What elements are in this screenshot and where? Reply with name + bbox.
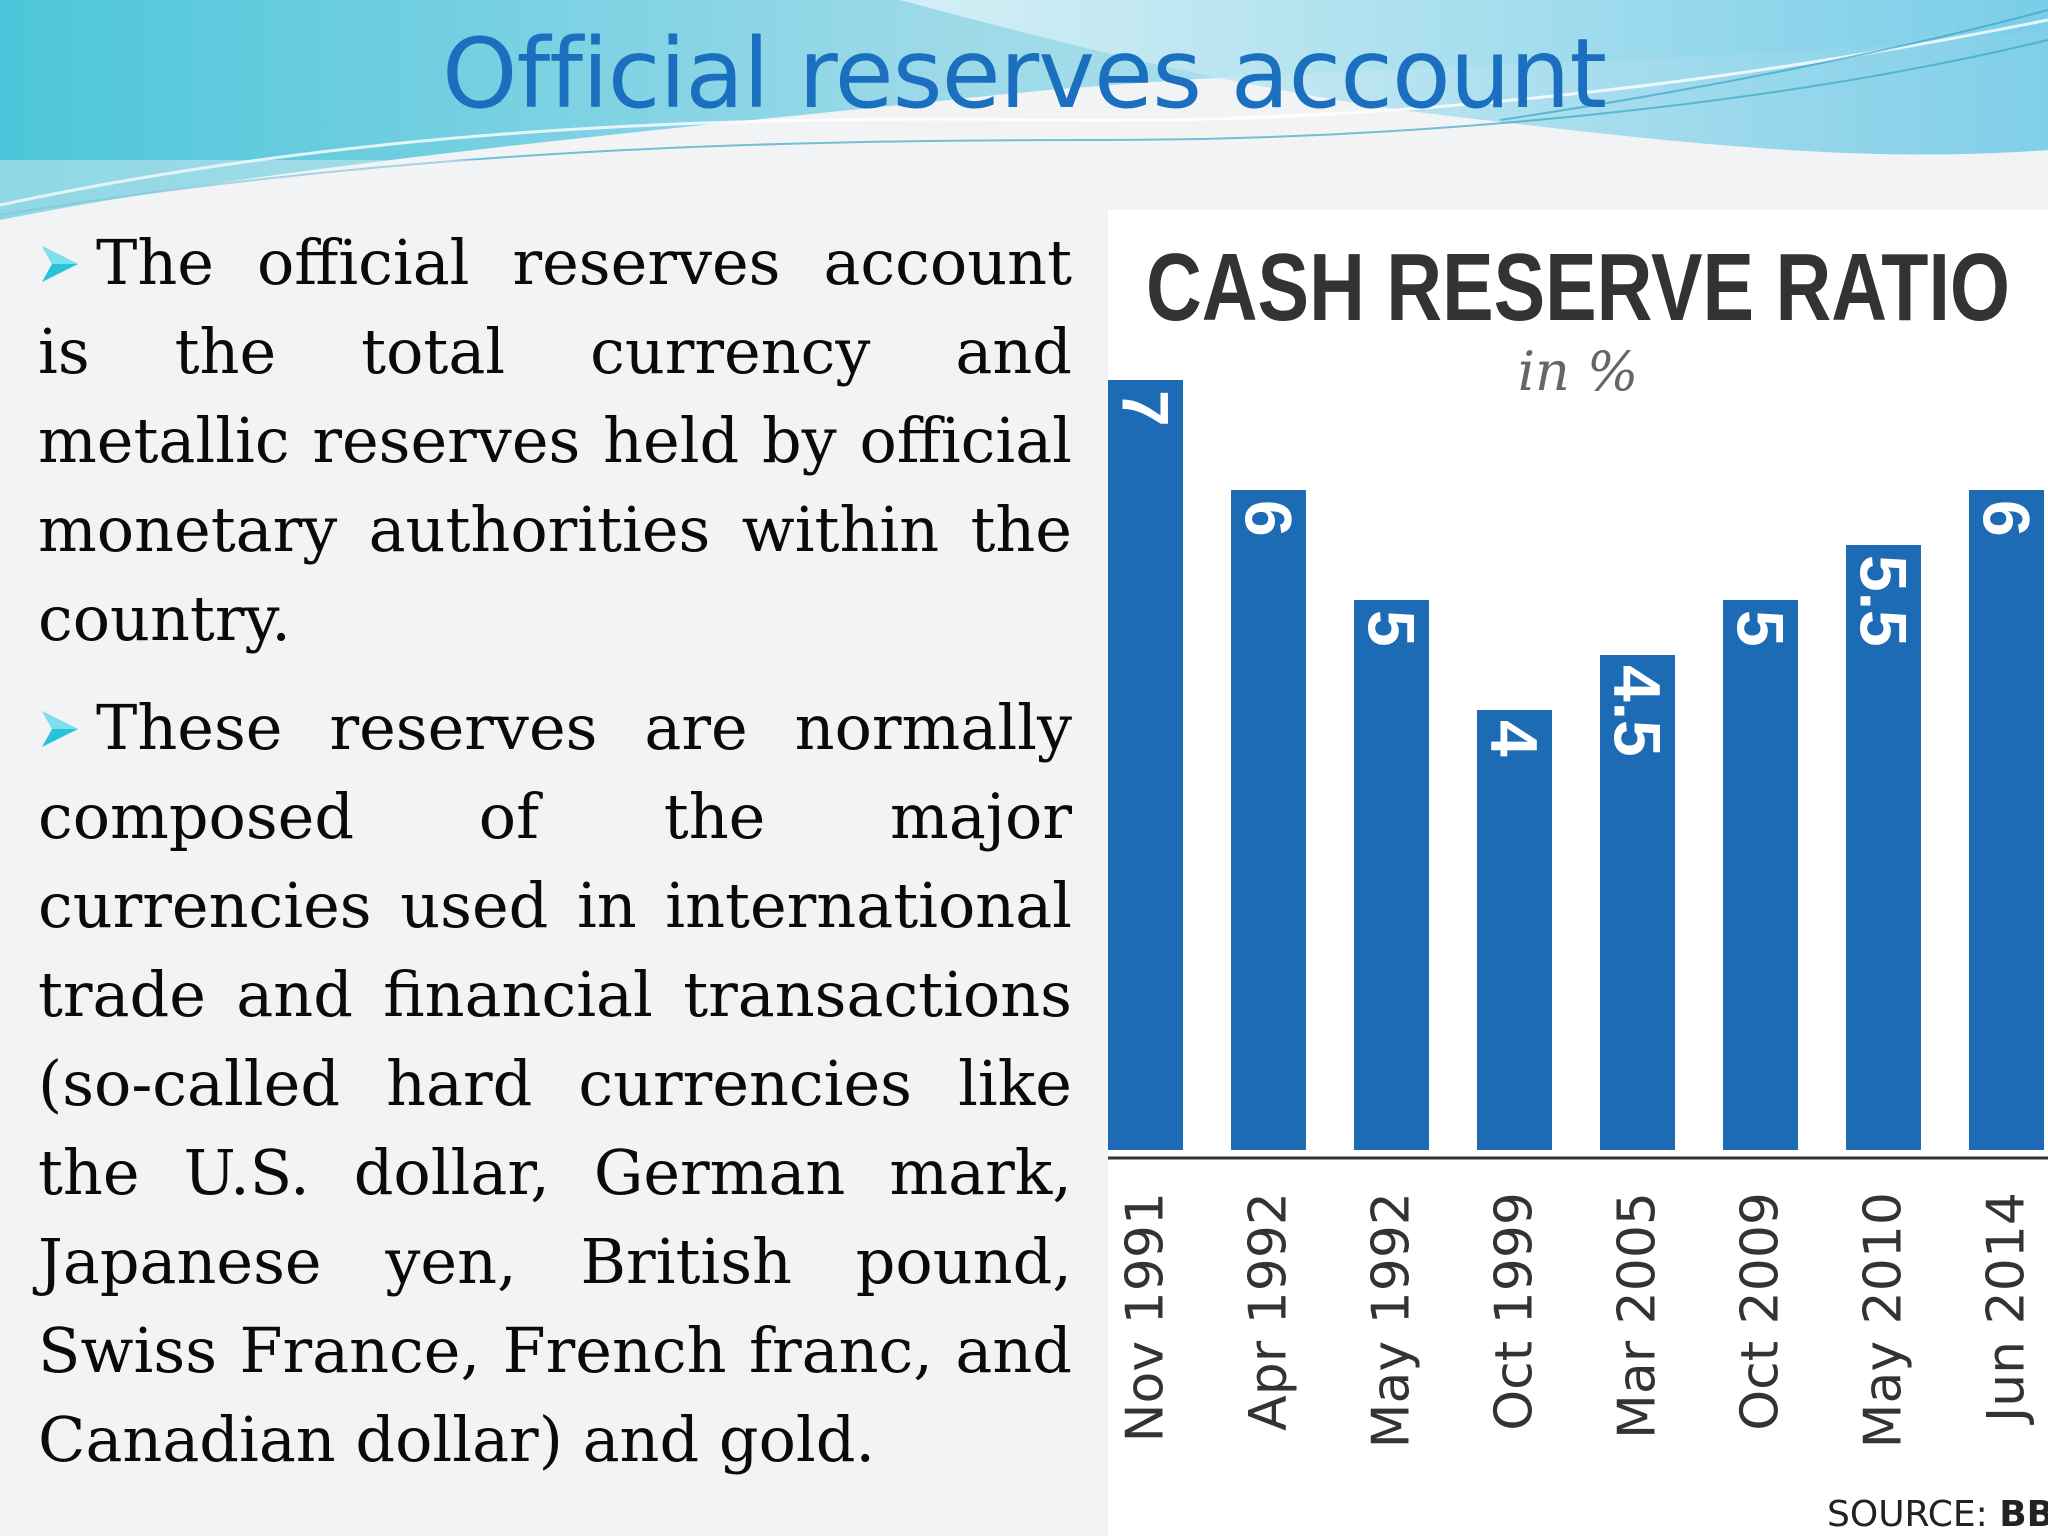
wave-header-background (0, 0, 2048, 240)
cash-reserve-ratio-chart: CASH RESERVE RATIO in % 7 6 5 4 4.5 5 5.5 6 Nov… (1108, 210, 2048, 1536)
bar (1354, 600, 1429, 1150)
bullet-list: The official reserves account is the tot… (38, 218, 1072, 1504)
bullet-text: These reserves are normally composed of … (38, 691, 1072, 1476)
bar-value-label: 4 (1478, 720, 1552, 757)
bar-value-label: 5 (1355, 610, 1429, 647)
bar-value-label: 7 (1109, 390, 1183, 427)
bar (1600, 655, 1675, 1150)
bar (1969, 490, 2044, 1150)
arrow-bullet-icon (42, 245, 78, 282)
x-tick-label: May 1992 (1362, 1192, 1422, 1448)
x-tick-label: May 2010 (1854, 1192, 1914, 1448)
chart-image: CASH RESERVE RATIO in % 7 6 5 4 4.5 5 5.5 6 Nov… (1108, 210, 2048, 1536)
x-tick-label: Nov 1991 (1116, 1192, 1176, 1442)
bullet-item: These reserves are normally composed of … (38, 683, 1072, 1484)
x-tick-label: Mar 2005 (1608, 1192, 1668, 1439)
bar-value-label: 6 (1232, 500, 1306, 537)
bar (1477, 710, 1552, 1150)
source-prefix: SOURCE: (1827, 1494, 1988, 1535)
x-tick-label: Oct 2009 (1731, 1192, 1791, 1431)
bar-value-label: 4.5 (1601, 665, 1675, 757)
x-labels-layer: Nov 1991 Apr 1992 May 1992 Oct 1999 Mar 2005… (1116, 1192, 2037, 1448)
bar (1846, 545, 1921, 1150)
bar (1231, 490, 1306, 1150)
bar-value-label: 6 (1970, 500, 2044, 537)
chart-title: CASH RESERVE RATIO (1146, 234, 2010, 341)
x-tick-label: Oct 1999 (1485, 1192, 1545, 1431)
arrow-bullet-icon (42, 710, 78, 747)
bullet-text: The official reserves account is the tot… (38, 226, 1072, 655)
slide-title: Official reserves account (441, 18, 1607, 130)
bar (1723, 600, 1798, 1150)
chart-subtitle: in % (1518, 340, 1639, 403)
bars-layer: 7 6 5 4 4.5 5 5.5 6 (1108, 380, 2044, 1150)
x-tick-label: Jun 2014 (1977, 1192, 2037, 1425)
x-tick-label: Apr 1992 (1239, 1192, 1299, 1431)
bar-value-label: 5 (1724, 610, 1798, 647)
bullet-item: The official reserves account is the tot… (38, 218, 1072, 663)
bar (1108, 380, 1183, 1150)
bar-value-label: 5.5 (1847, 555, 1921, 647)
source-note: SOURCE: BB (1827, 1494, 2048, 1535)
source-name: BB (1999, 1494, 2048, 1535)
